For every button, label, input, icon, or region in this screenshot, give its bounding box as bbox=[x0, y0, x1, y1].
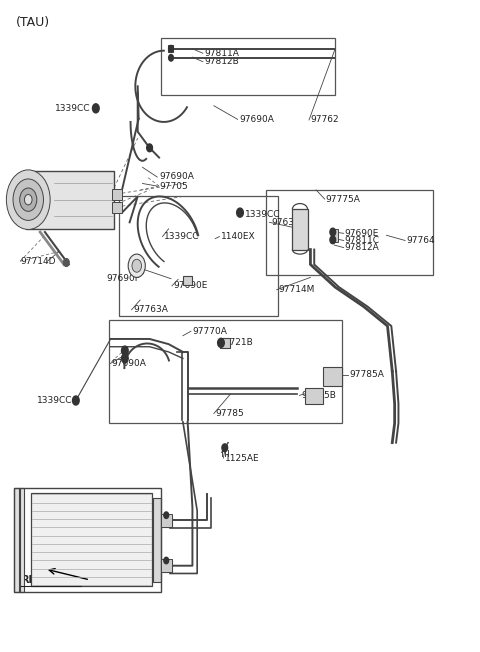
Text: 97690E: 97690E bbox=[345, 229, 379, 238]
Bar bbox=[31, 493, 152, 586]
Text: 97812B: 97812B bbox=[204, 57, 239, 67]
Bar bbox=[168, 55, 172, 61]
Circle shape bbox=[128, 254, 145, 277]
Text: 97811A: 97811A bbox=[204, 49, 239, 58]
Bar bbox=[219, 338, 230, 348]
Text: 1339CC: 1339CC bbox=[37, 396, 72, 405]
Text: 97690F: 97690F bbox=[107, 274, 141, 283]
Circle shape bbox=[164, 512, 168, 518]
Text: 97763A: 97763A bbox=[133, 305, 168, 314]
Text: 97785A: 97785A bbox=[349, 370, 384, 379]
Bar bbox=[111, 202, 122, 213]
Bar bbox=[161, 559, 172, 572]
Text: 97812A: 97812A bbox=[345, 243, 379, 252]
Text: 97785: 97785 bbox=[215, 409, 244, 418]
Bar bbox=[26, 171, 114, 229]
Text: 97633B: 97633B bbox=[271, 218, 306, 227]
Circle shape bbox=[164, 557, 168, 564]
Bar bbox=[20, 488, 24, 591]
Text: 97690A: 97690A bbox=[239, 115, 274, 125]
Circle shape bbox=[73, 397, 78, 404]
Text: 97714D: 97714D bbox=[20, 257, 56, 266]
Text: 97705: 97705 bbox=[159, 181, 188, 190]
Bar bbox=[161, 514, 172, 527]
Text: 97690E: 97690E bbox=[173, 281, 208, 290]
Text: (TAU): (TAU) bbox=[16, 16, 50, 29]
Text: 97762: 97762 bbox=[311, 115, 339, 125]
Text: 97714M: 97714M bbox=[278, 285, 314, 294]
Circle shape bbox=[168, 55, 173, 61]
Circle shape bbox=[132, 259, 142, 273]
Bar bbox=[119, 196, 278, 316]
Text: 1140EX: 1140EX bbox=[221, 232, 255, 241]
Bar bbox=[305, 388, 323, 404]
Text: 1339CC: 1339CC bbox=[245, 210, 280, 219]
Bar bbox=[266, 190, 432, 275]
Circle shape bbox=[222, 444, 228, 452]
Circle shape bbox=[63, 259, 69, 267]
Circle shape bbox=[121, 346, 128, 355]
Text: 97764: 97764 bbox=[407, 236, 435, 245]
Circle shape bbox=[93, 104, 99, 113]
Circle shape bbox=[72, 396, 79, 405]
Text: 97690A: 97690A bbox=[111, 359, 146, 368]
Text: 97701: 97701 bbox=[20, 179, 49, 188]
Bar bbox=[183, 276, 192, 285]
Circle shape bbox=[147, 144, 153, 152]
Bar bbox=[292, 209, 308, 250]
Circle shape bbox=[122, 355, 127, 362]
Bar bbox=[161, 38, 335, 95]
Circle shape bbox=[121, 354, 128, 363]
Text: REF.25-253: REF.25-253 bbox=[21, 575, 82, 585]
Circle shape bbox=[122, 348, 127, 354]
Circle shape bbox=[168, 46, 173, 52]
Text: 97811C: 97811C bbox=[345, 236, 380, 245]
Text: 1339CC: 1339CC bbox=[55, 104, 90, 113]
Bar bbox=[153, 497, 161, 582]
Bar bbox=[14, 488, 161, 591]
Bar bbox=[162, 516, 172, 527]
Bar bbox=[323, 368, 342, 385]
Circle shape bbox=[20, 188, 37, 211]
Circle shape bbox=[237, 208, 243, 217]
Circle shape bbox=[13, 179, 44, 220]
Bar bbox=[109, 319, 342, 423]
Circle shape bbox=[6, 170, 50, 230]
Bar bbox=[130, 259, 144, 273]
Text: 1339CC: 1339CC bbox=[164, 232, 199, 241]
Bar bbox=[162, 560, 172, 572]
Circle shape bbox=[330, 236, 336, 244]
Circle shape bbox=[94, 105, 98, 111]
Text: 97785B: 97785B bbox=[301, 391, 336, 400]
Circle shape bbox=[217, 338, 224, 348]
Bar bbox=[332, 229, 338, 242]
Circle shape bbox=[24, 194, 32, 205]
Bar bbox=[111, 189, 122, 200]
Text: 97770A: 97770A bbox=[192, 327, 228, 336]
Bar bbox=[168, 46, 173, 52]
Circle shape bbox=[330, 228, 336, 236]
Circle shape bbox=[238, 209, 242, 216]
Text: 97721B: 97721B bbox=[218, 338, 253, 348]
Text: 1125AE: 1125AE bbox=[225, 454, 259, 463]
Bar bbox=[14, 488, 19, 591]
Text: 97690A: 97690A bbox=[159, 173, 194, 181]
Text: 97775A: 97775A bbox=[325, 195, 360, 204]
Circle shape bbox=[147, 145, 152, 151]
